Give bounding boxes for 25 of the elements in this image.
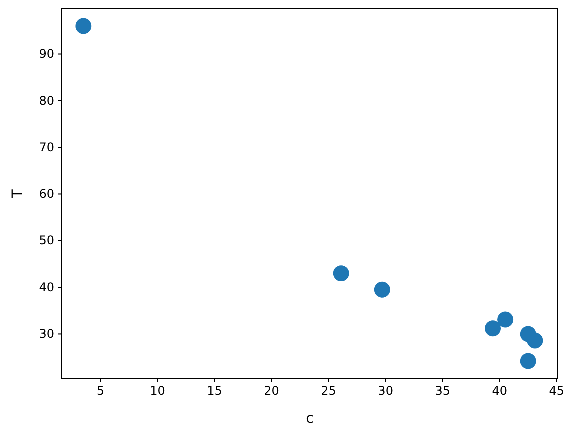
x-tick-label: 5: [96, 384, 105, 398]
x-tick-label: 10: [150, 384, 166, 398]
point: [520, 353, 536, 370]
x-tick-label: 25: [321, 384, 336, 398]
y-tick-label: 90: [39, 47, 54, 62]
y-axis-title: T: [10, 189, 26, 200]
point: [76, 18, 92, 34]
x-axis-title: c: [306, 411, 314, 427]
point: [485, 320, 501, 337]
x-tick-label: 30: [378, 384, 394, 398]
y-tick-label: 50: [39, 234, 54, 248]
x-tick-label: 40: [492, 384, 508, 398]
y-tick-label: 30: [39, 327, 54, 342]
x-tick-label: 15: [207, 384, 222, 398]
point: [498, 312, 514, 328]
y-tick-label: 70: [39, 140, 54, 154]
y-tick-label: 80: [39, 94, 54, 108]
x-tick-label: 35: [435, 384, 450, 398]
y-tick-label: 40: [39, 280, 54, 294]
x-tick-label: 45: [549, 384, 564, 398]
y-tick-label: 60: [39, 187, 54, 202]
point: [527, 332, 544, 349]
point: [374, 282, 390, 298]
x-tick-label: 20: [264, 384, 280, 398]
point: [333, 266, 350, 282]
